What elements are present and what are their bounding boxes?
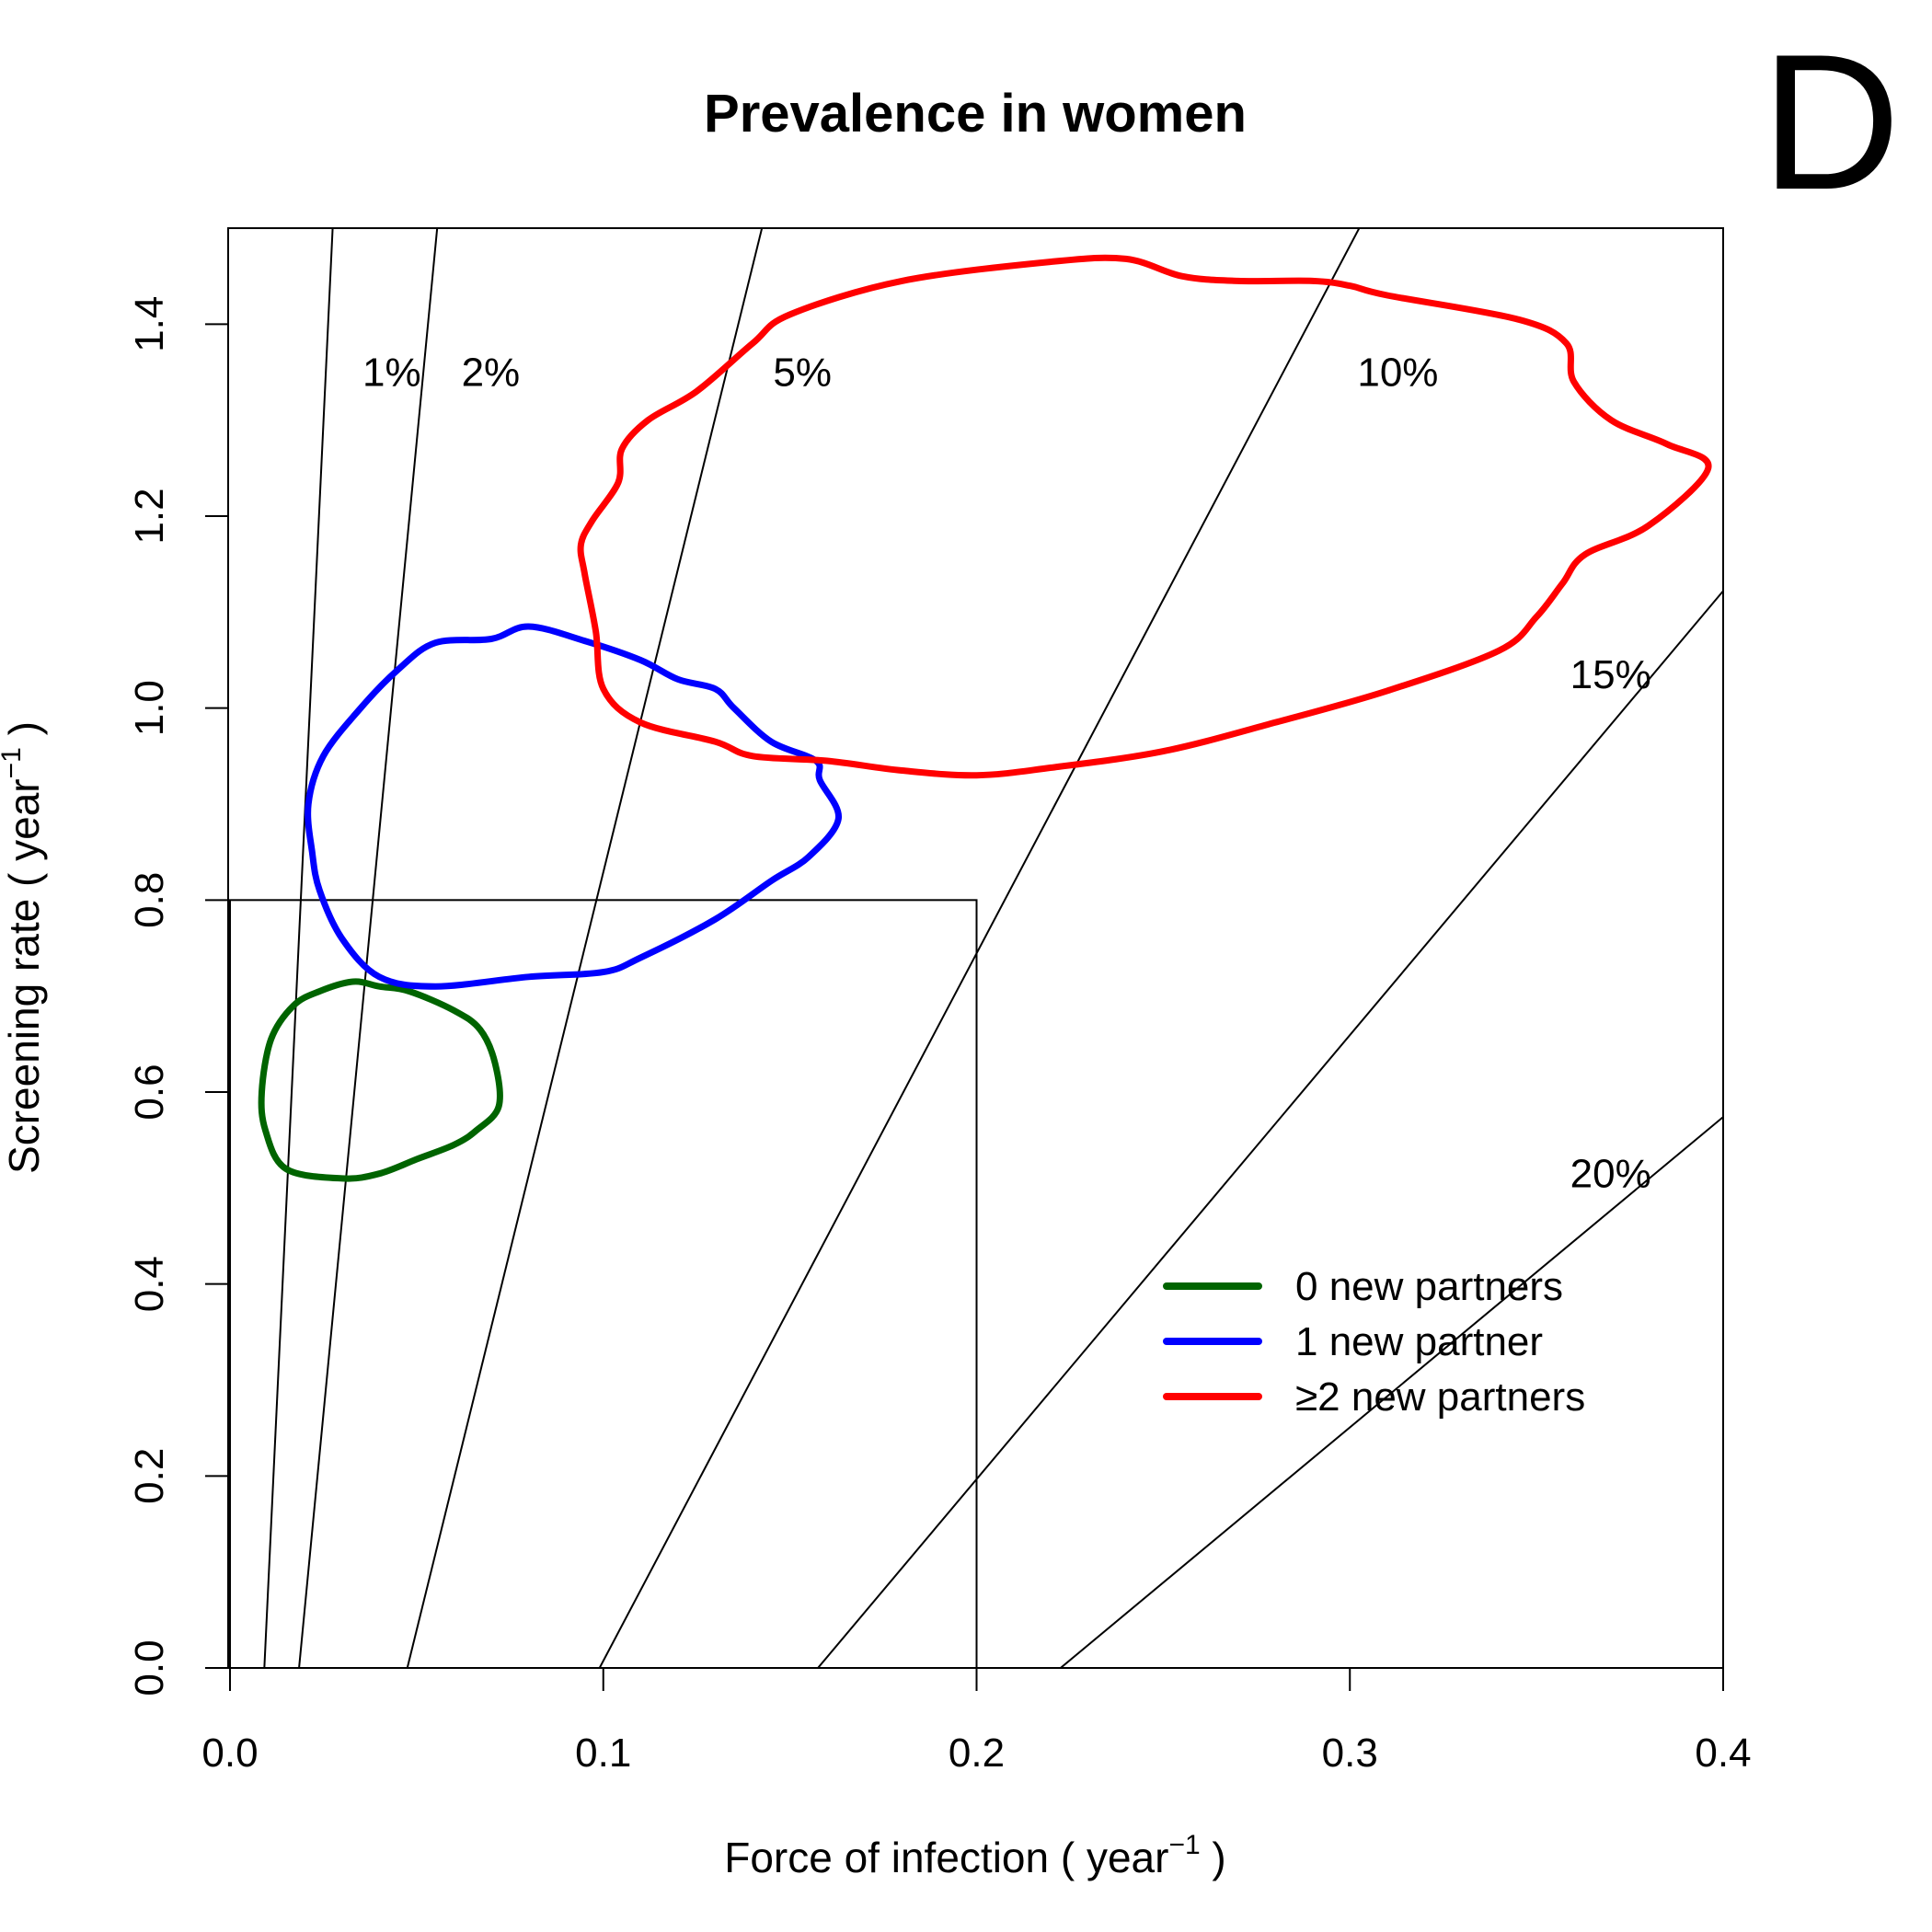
y-tick-label: 1.0 bbox=[127, 680, 172, 736]
isoline-label: 20% bbox=[1570, 1152, 1651, 1197]
y-tick-label: 0.4 bbox=[127, 1256, 172, 1312]
isoline bbox=[406, 228, 764, 1668]
isoline-label: 10% bbox=[1357, 351, 1438, 396]
x-tick-label: 0.4 bbox=[1695, 1731, 1751, 1776]
x-axis-title-text: Force of infection ( year bbox=[724, 1834, 1168, 1881]
y-axis-title: Screening rate ( year−1 ) bbox=[0, 721, 48, 1174]
isoline-label: 5% bbox=[773, 351, 832, 396]
y-axis-title-close: ) bbox=[0, 721, 48, 747]
isolines bbox=[263, 228, 1723, 1668]
panel-letter: D bbox=[1761, 14, 1901, 230]
legend: 0 new partners 1 new partner ≥2 new partne… bbox=[1163, 1264, 1585, 1420]
isoline-label: 2% bbox=[462, 351, 521, 396]
x-axis-title-exponent: −1 bbox=[1168, 1830, 1200, 1860]
y-tick-label: 0.2 bbox=[127, 1448, 172, 1504]
isoline bbox=[1060, 1116, 1723, 1668]
x-tick-label: 0.0 bbox=[201, 1731, 258, 1776]
x-axis-title: Force of infection ( year−1 ) bbox=[724, 1830, 1226, 1881]
x-axis-title-close: ) bbox=[1201, 1834, 1226, 1881]
isoline-labels: 1% 2% 5% 10% 15% 20% bbox=[362, 351, 1651, 1197]
isoline bbox=[598, 228, 1361, 1668]
series-contour-2 bbox=[577, 254, 1712, 779]
y-tick-label: 1.4 bbox=[127, 296, 172, 352]
x-tick-label: 0.1 bbox=[575, 1731, 631, 1776]
y-axis-title-exponent: −1 bbox=[0, 747, 27, 778]
isoline bbox=[298, 228, 439, 1668]
x-tick-label: 0.2 bbox=[949, 1731, 1005, 1776]
series-contour-0 bbox=[258, 978, 503, 1182]
x-axis: 0.0 0.1 0.2 0.3 0.4 bbox=[201, 1667, 1752, 1776]
isoline bbox=[263, 228, 334, 1668]
series-contour-1 bbox=[305, 623, 842, 990]
chart-title: Prevalence in women bbox=[704, 84, 1247, 144]
y-tick-label: 0.6 bbox=[127, 1064, 172, 1120]
y-tick-label: 0.8 bbox=[127, 872, 172, 928]
isoline-label: 1% bbox=[362, 351, 421, 396]
y-axis-title-text: Screening rate ( year bbox=[0, 778, 48, 1174]
y-axis: 0.0 0.2 0.4 0.6 0.8 1.0 1.2 1.4 bbox=[127, 296, 229, 1696]
isoline bbox=[817, 590, 1723, 1668]
legend-label: 1 new partner bbox=[1295, 1319, 1543, 1364]
legend-label: ≥2 new partners bbox=[1295, 1374, 1585, 1420]
x-tick-label: 0.3 bbox=[1322, 1731, 1378, 1776]
isoline-label: 15% bbox=[1570, 652, 1651, 697]
series-layer bbox=[258, 254, 1712, 1182]
y-tick-label: 1.2 bbox=[127, 488, 172, 544]
y-tick-label: 0.0 bbox=[127, 1639, 172, 1696]
legend-label: 0 new partners bbox=[1295, 1264, 1563, 1309]
